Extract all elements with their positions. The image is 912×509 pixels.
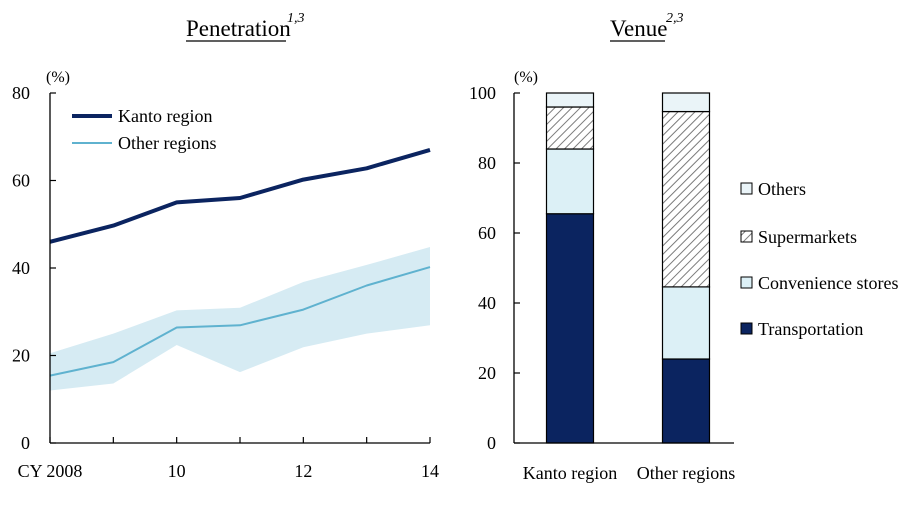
line-chart-unit-label: (%): [46, 69, 70, 86]
legend-label-supermarkets: Supermarkets: [758, 227, 857, 247]
legend-kanto-label: Kanto region: [118, 106, 212, 126]
bar-segment-convenience-stores: [661, 286, 711, 360]
line-chart-title-superscript: 1,3: [287, 11, 305, 26]
bar-chart-title-superscript: 2,3: [666, 11, 684, 26]
bar-chart-axes: 0 20 40 60 80 100: [469, 83, 734, 453]
line-chart-legend: Kanto region Other regions: [72, 106, 216, 153]
bar-segment-others: [545, 92, 595, 108]
x-tick-label: CY 2008: [18, 461, 83, 481]
x-tick-label: 10: [168, 461, 186, 481]
legend-swatch-others: [740, 182, 753, 195]
y-tick-label: 60: [478, 223, 496, 243]
legend-swatch-convenience-stores: [740, 276, 753, 289]
legend-label-convenience-stores: Convenience stores: [758, 273, 898, 293]
legend-label-others: Others: [758, 179, 806, 199]
legend-swatch-transportation: [740, 322, 753, 335]
bar-segment-transportation: [545, 213, 595, 444]
y-tick-label: 80: [12, 83, 30, 103]
x-category-label: Other regions: [637, 463, 735, 483]
bar-segment-convenience-stores: [545, 148, 595, 215]
x-tick-label: 12: [294, 461, 312, 481]
y-tick-label: 0: [487, 433, 496, 453]
stacked-bars-group: Kanto region Other regions: [523, 92, 735, 483]
bar-segment-supermarkets: [661, 110, 711, 288]
y-tick-label: 0: [21, 433, 30, 453]
y-tick-label: 20: [478, 363, 496, 383]
y-tick-label: 20: [12, 346, 30, 366]
x-category-label: Kanto region: [523, 463, 617, 483]
bar-segment-supermarkets: [545, 106, 595, 150]
bar-chart-legend: Others Supermarkets Convenience stores Tran…: [740, 179, 898, 339]
bar-chart-unit-label: (%): [514, 69, 538, 86]
bar-segment-others: [661, 92, 711, 113]
bar-chart-title: Venue: [610, 16, 667, 41]
line-series-group: [49, 147, 431, 377]
other-regions-band-area: [50, 247, 430, 391]
x-tick-label: 14: [421, 461, 439, 481]
line-chart-axes: 0 20 40 60 80 CY 2008 10 12 14: [12, 83, 439, 481]
y-tick-label: 40: [478, 293, 496, 313]
legend-label-transportation: Transportation: [758, 319, 863, 339]
bar-segment-transportation: [661, 358, 711, 444]
legend-swatch-supermarkets: [740, 230, 753, 243]
y-tick-label: 40: [12, 258, 30, 278]
y-tick-label: 80: [478, 153, 496, 173]
kanto-region-line: [49, 147, 431, 244]
y-tick-label: 60: [12, 171, 30, 191]
y-tick-label: 100: [469, 83, 496, 103]
line-chart-title: Penetration: [186, 16, 291, 41]
legend-other-regions-label: Other regions: [118, 133, 216, 153]
other-regions-line: [49, 266, 431, 377]
other-regions-range-band: [50, 247, 430, 391]
